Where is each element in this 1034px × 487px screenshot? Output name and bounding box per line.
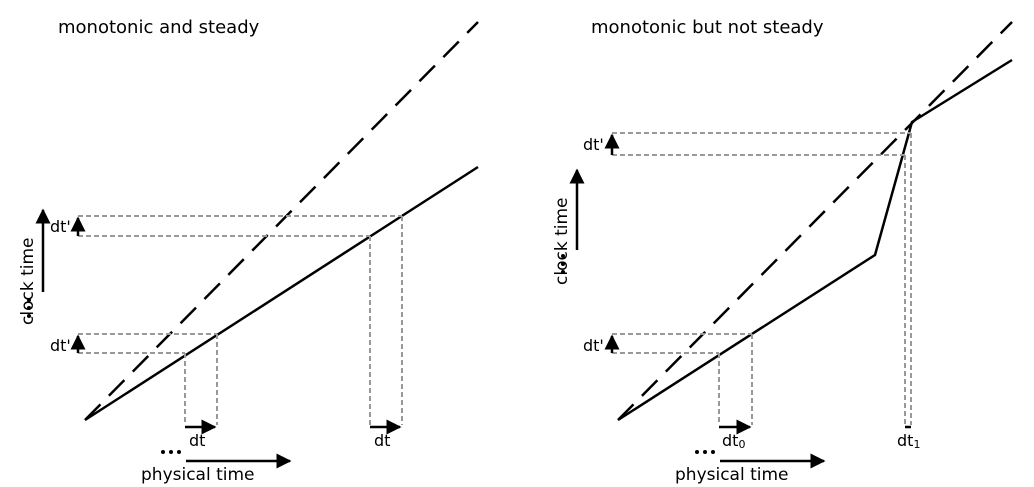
dt1-label: dt1 [897, 431, 920, 451]
actual-clock-line [84, 165, 479, 422]
actual-clock-line [617, 58, 1013, 422]
y-axis-label: clock time [552, 198, 572, 285]
ideal-clock-line [84, 21, 479, 421]
dt0-label: dt0 [722, 431, 745, 451]
ellipsis-dot [161, 450, 165, 454]
x-axis-label: physical time [675, 465, 789, 485]
dt-label-1: dt [189, 431, 205, 450]
ellipsis-dot [27, 314, 31, 318]
left-panel-title: monotonic and steady [58, 17, 260, 38]
ideal-clock-line [617, 21, 1013, 421]
upper-guide-box [78, 215, 403, 425]
dt-prime-label-1: dt' [50, 336, 71, 355]
ellipsis-dot [561, 262, 565, 266]
y-axis-label: clock time [18, 238, 38, 325]
ellipsis-dot [27, 298, 31, 302]
dt-prime-label-2: dt' [583, 135, 604, 154]
lower-guide-box [612, 333, 753, 425]
lower-guide-box [78, 333, 218, 425]
ellipsis-dot [561, 254, 565, 258]
left-panel: monotonic and steady dt dt dt' dt' [18, 17, 479, 485]
dt-label-2: dt [374, 431, 390, 450]
ellipsis-dot [169, 450, 173, 454]
right-panel: monotonic but not steady dt0 dt1 dt' dt' [552, 17, 1013, 485]
ellipsis-dot [711, 450, 715, 454]
upper-guide-box [612, 132, 912, 425]
ellipsis-dot [27, 306, 31, 310]
ellipsis-dot [561, 270, 565, 274]
dt-prime-label-1: dt' [583, 336, 604, 355]
x-axis-label: physical time [141, 465, 255, 485]
ellipsis-dot [703, 450, 707, 454]
dt-prime-label-2: dt' [50, 217, 71, 236]
ellipsis-dot [177, 450, 181, 454]
ellipsis-dot [695, 450, 699, 454]
right-panel-title: monotonic but not steady [591, 17, 824, 38]
